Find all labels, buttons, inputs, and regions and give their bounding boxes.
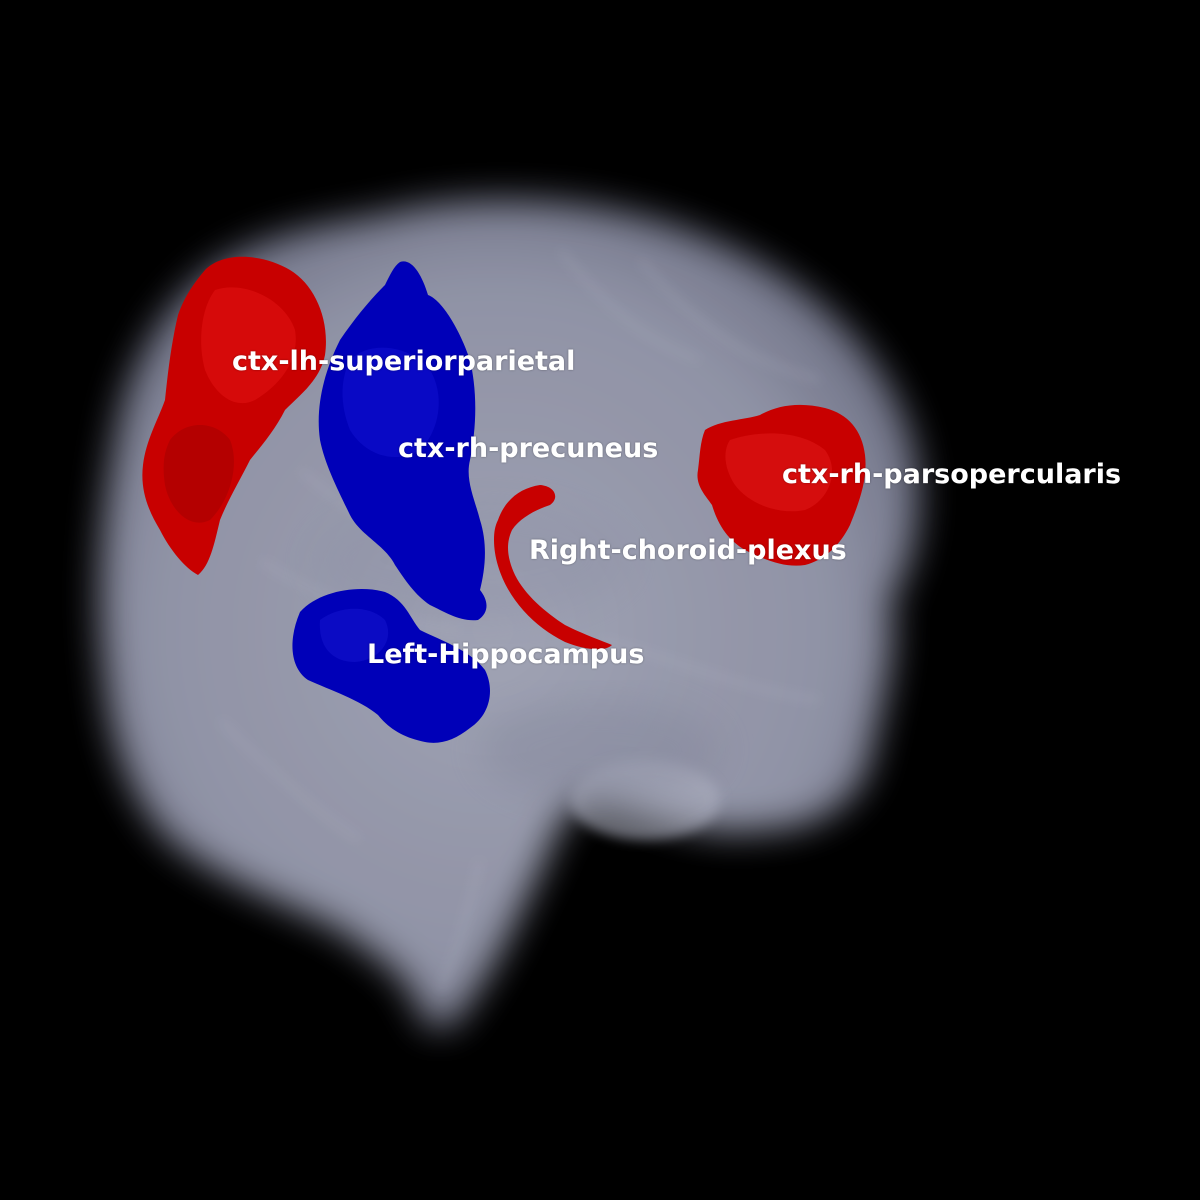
label-parsopercularis: ctx-rh-parsopercularis [782, 459, 1122, 490]
label-choroid-plexus: Right-choroid-plexus [529, 535, 847, 566]
label-hippocampus: Left-Hippocampus [367, 639, 645, 670]
region-hippocampus [292, 589, 490, 743]
region-choroid-plexus [494, 485, 612, 650]
region-superiorparietal [142, 256, 326, 575]
label-superiorparietal: ctx-lh-superiorparietal [232, 346, 576, 377]
region-parsopercularis [697, 404, 866, 566]
label-precuneus: ctx-rh-precuneus [398, 433, 659, 464]
region-precuneus [318, 261, 487, 621]
